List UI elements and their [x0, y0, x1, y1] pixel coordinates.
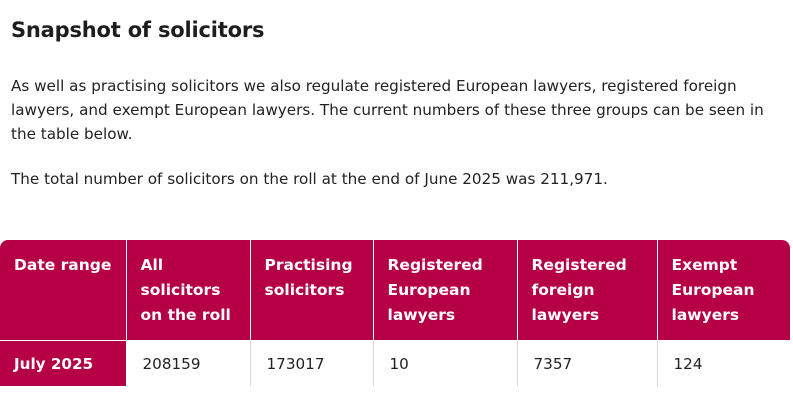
- header-exempt-european: Exempt European lawyers: [657, 240, 790, 341]
- total-solicitors-paragraph: The total number of solicitors on the ro…: [11, 170, 608, 188]
- header-date-range: Date range: [0, 240, 127, 341]
- cell-exempt-european: 124: [657, 340, 790, 386]
- header-registered-foreign: Registered foreign lawyers: [517, 240, 658, 341]
- solicitors-table: Date range All solicitors on the roll Pr…: [0, 240, 790, 386]
- cell-registered-european: 10: [373, 340, 518, 386]
- header-registered-european: Registered European lawyers: [373, 240, 518, 341]
- table-header-row: Date range All solicitors on the roll Pr…: [0, 240, 790, 341]
- page-title: Snapshot of solicitors: [11, 18, 265, 42]
- cell-date: July 2025: [0, 340, 127, 386]
- cell-registered-foreign: 7357: [517, 340, 658, 386]
- intro-paragraph: As well as practising solicitors we also…: [11, 77, 764, 143]
- header-all-solicitors: All solicitors on the roll: [126, 240, 251, 341]
- header-practising-solicitors: Practising solicitors: [250, 240, 374, 341]
- table-row: July 2025 208159 173017 10 7357 124: [0, 340, 790, 386]
- cell-practising: 173017: [250, 340, 374, 386]
- solicitors-table-container: Date range All solicitors on the roll Pr…: [0, 240, 790, 386]
- cell-all-solicitors: 208159: [126, 340, 251, 386]
